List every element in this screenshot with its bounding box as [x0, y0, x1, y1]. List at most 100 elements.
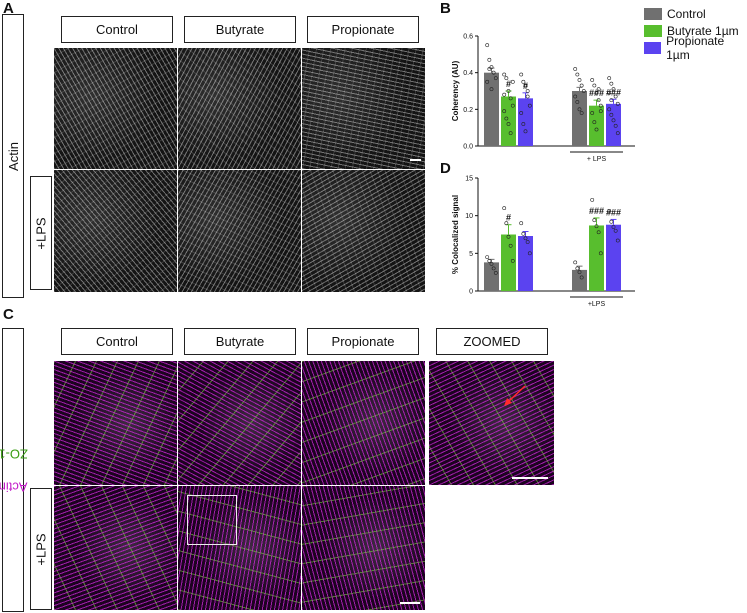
chart-b-data-point — [489, 65, 494, 70]
chart-b-data-point — [502, 109, 507, 114]
chart-b-y-axis-title: Coherency (AU) — [451, 60, 460, 121]
chart-b-data-point — [485, 79, 490, 84]
chart-b-data-point — [615, 101, 620, 106]
chart-d-data-point — [504, 221, 509, 226]
actin-butyrate-image — [178, 48, 301, 169]
legend-swatch-propionate — [644, 41, 662, 54]
chart-b-data-point — [487, 67, 492, 71]
chart-d-data-point — [594, 224, 599, 229]
chart-d-data-point — [596, 230, 601, 235]
chart-b-significance-label: # — [523, 81, 528, 91]
chart-b-data-point — [575, 100, 580, 104]
merge-lps-propionate-image — [302, 486, 425, 610]
chart-b-significance-label: ### — [589, 88, 604, 98]
panel-c-row-label: Actin ZO-1 — [0, 328, 28, 612]
panel-c-header-control: Control — [61, 328, 173, 355]
chart-b-data-point — [573, 67, 578, 71]
chart-b-data-point — [581, 89, 586, 93]
panel-a-actin-label: Actin — [5, 141, 21, 171]
legend-label-propionate: Propionate 1µm — [666, 33, 725, 62]
chart-d-data-point — [577, 270, 582, 275]
chart-d-significance-label: ### — [589, 206, 604, 216]
chart-b-data-point — [489, 87, 494, 92]
chart-b-y-tick-label: 0.6 — [463, 34, 473, 41]
panel-c-zoom-scale-bar — [512, 477, 548, 479]
chart-d-bar — [572, 269, 587, 291]
chart-b-data-point — [508, 96, 513, 101]
chart-d-data-point — [508, 243, 513, 248]
chart-b-data-point — [523, 83, 528, 88]
chart-b-data-point — [592, 83, 597, 88]
actin-propionate-image — [302, 48, 425, 169]
chart-b-data-point — [609, 81, 614, 86]
chart-b-data-point — [504, 76, 509, 81]
chart-legend: Control Butyrate 1µm Propionate 1µm — [644, 5, 747, 62]
chart-b-data-point — [504, 116, 509, 121]
chart-b-bar — [606, 103, 621, 146]
actin-lps-propionate-image — [302, 170, 425, 292]
legend-item-control: Control — [644, 5, 747, 22]
chart-d-y-tick-label: 0 — [469, 289, 473, 296]
chart-b-data-point — [598, 103, 603, 108]
chart-d-bar — [484, 262, 499, 291]
chart-d-data-point — [598, 251, 603, 256]
chart-d-bar — [518, 236, 533, 291]
panel-c-zo1-label: ZO-1 — [0, 446, 28, 462]
legend-swatch-control — [644, 7, 662, 20]
chart-b-data-point — [590, 111, 595, 115]
merge-lps-control-image — [54, 486, 177, 610]
chart-b-y-tick-label: 0.4 — [463, 70, 473, 77]
legend-item-propionate: Propionate 1µm — [644, 34, 747, 62]
chart-b-group-label: + LPS — [587, 156, 607, 163]
chart-b-data-point — [523, 129, 528, 134]
chart-b-data-point — [506, 89, 511, 93]
chart-b-data-point — [594, 90, 599, 95]
chart-d-y-axis-title: % Colocalized signal — [451, 195, 460, 274]
chart-b-data-point — [493, 76, 498, 81]
chart-b-data-point — [607, 76, 612, 81]
chart-b-data-point — [519, 72, 524, 77]
chart-b-data-point — [575, 72, 580, 77]
chart-b-data-point — [521, 79, 526, 84]
chart-b-y-tick-label: 0.0 — [463, 144, 473, 151]
actin-lps-control-image — [54, 170, 177, 292]
chart-b-data-point — [598, 109, 603, 114]
chart-d-data-point — [521, 231, 526, 236]
chart-b-data-point — [573, 94, 578, 99]
panel-a-header-butyrate: Butyrate — [184, 16, 296, 43]
chart-d-y-tick-label: 15 — [465, 176, 473, 183]
chart-b-data-point — [487, 57, 492, 62]
chart-d-data-point — [527, 251, 532, 256]
chart-b-significance-label: ### — [606, 87, 621, 97]
chart-b-data-point — [519, 111, 524, 115]
chart-d-data-point — [579, 275, 584, 280]
chart-b-data-point — [579, 111, 584, 115]
panel-c-header-propionate: Propionate — [307, 328, 419, 355]
chart-b-data-point — [596, 98, 601, 103]
chart-d-data-point — [487, 258, 492, 263]
panel-a-scale-bar — [410, 159, 421, 161]
legend-item-butyrate: Butyrate 1µm — [644, 22, 747, 39]
panel-a-lps-row-label: +LPS — [30, 176, 52, 290]
chart-d-data-point — [506, 234, 511, 239]
chart-b-bar — [484, 72, 499, 146]
panel-a-letter: A — [3, 0, 14, 17]
chart-b-data-point — [609, 98, 614, 103]
panel-c-scale-bar — [400, 602, 420, 604]
panel-c-actin-label: Actin — [0, 479, 28, 495]
merge-butyrate-image — [178, 361, 301, 485]
chart-b-bar — [501, 96, 516, 146]
merge-lps-butyrate-image — [178, 486, 301, 610]
chart-b-data-point — [506, 122, 511, 126]
chart-d-group-label: +LPS — [588, 301, 606, 308]
chart-b-data-point — [525, 89, 530, 93]
chart-b-data-point — [527, 103, 532, 108]
chart-d-bar — [589, 225, 604, 291]
chart-d-data-point — [491, 266, 496, 271]
chart-d-significance-label: # — [506, 213, 511, 223]
actin-lps-butyrate-image — [178, 170, 301, 292]
chart-b-significance-label: # — [506, 79, 511, 89]
chart-b-data-point — [521, 122, 526, 126]
